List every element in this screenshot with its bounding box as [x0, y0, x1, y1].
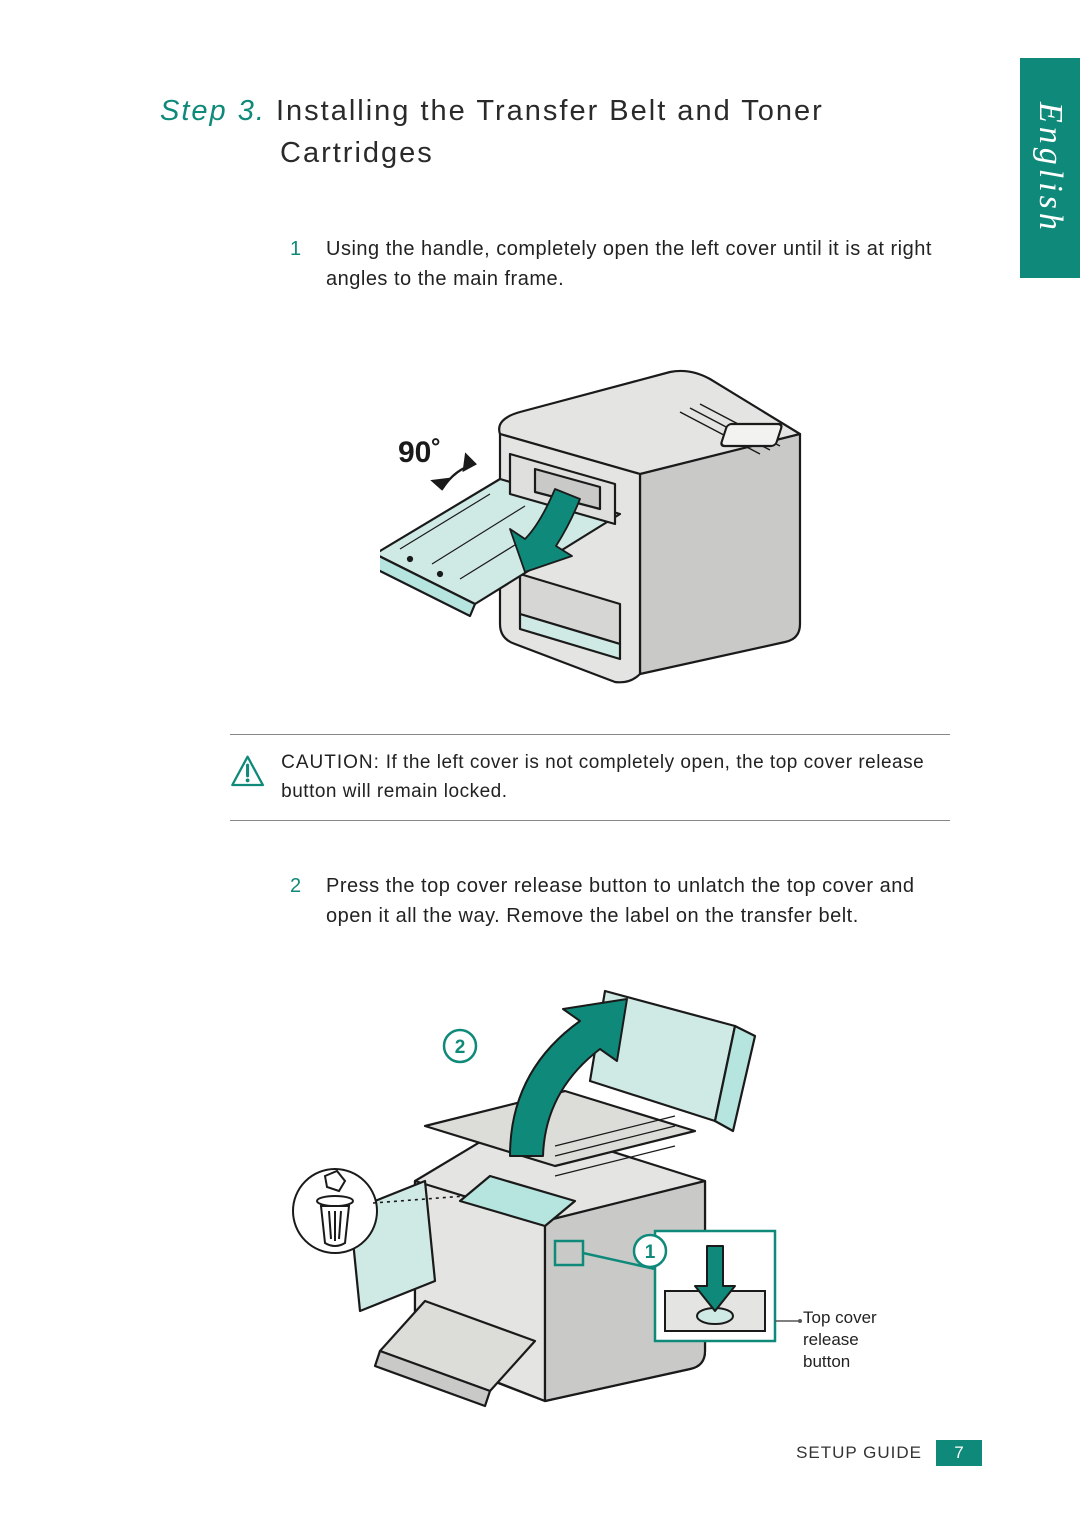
instruction-number: 2 — [290, 871, 308, 931]
page-heading: Step 3. Installing the Transfer Belt and… — [160, 90, 990, 174]
callout-1-label: Top cover release button — [803, 1307, 895, 1373]
instruction-text: Using the handle, completely open the le… — [326, 234, 950, 294]
instruction-number: 1 — [290, 234, 308, 294]
caution-label: CAUTION: — [281, 752, 380, 773]
page-number: 7 — [936, 1440, 982, 1466]
language-tab: English — [1020, 58, 1080, 278]
instruction-text: Press the top cover release button to un… — [326, 871, 950, 931]
figure-1: 90˚ — [290, 324, 950, 694]
step-title-line2: Cartridges — [160, 132, 990, 174]
instruction-2: 2 Press the top cover release button to … — [290, 871, 950, 931]
caution-icon — [230, 749, 265, 795]
footer-label: SETUP GUIDE — [796, 1443, 922, 1463]
instruction-1: 1 Using the handle, completely open the … — [290, 234, 950, 294]
caution-block: CAUTION: If the left cover is not comple… — [230, 734, 950, 821]
angle-label: 90˚ — [398, 436, 441, 469]
callout-1-number: 1 — [645, 1242, 656, 1263]
step-label: Step 3. — [160, 95, 266, 127]
printer-top-open-illustration: 2 — [255, 951, 895, 1431]
figure-2: 2 — [255, 951, 895, 1431]
callout-2-number: 2 — [455, 1037, 466, 1058]
printer-open-cover-illustration: 90˚ — [380, 324, 860, 694]
page-footer: SETUP GUIDE 7 — [796, 1440, 982, 1466]
step-title-line1: Installing the Transfer Belt and Toner — [276, 95, 824, 127]
